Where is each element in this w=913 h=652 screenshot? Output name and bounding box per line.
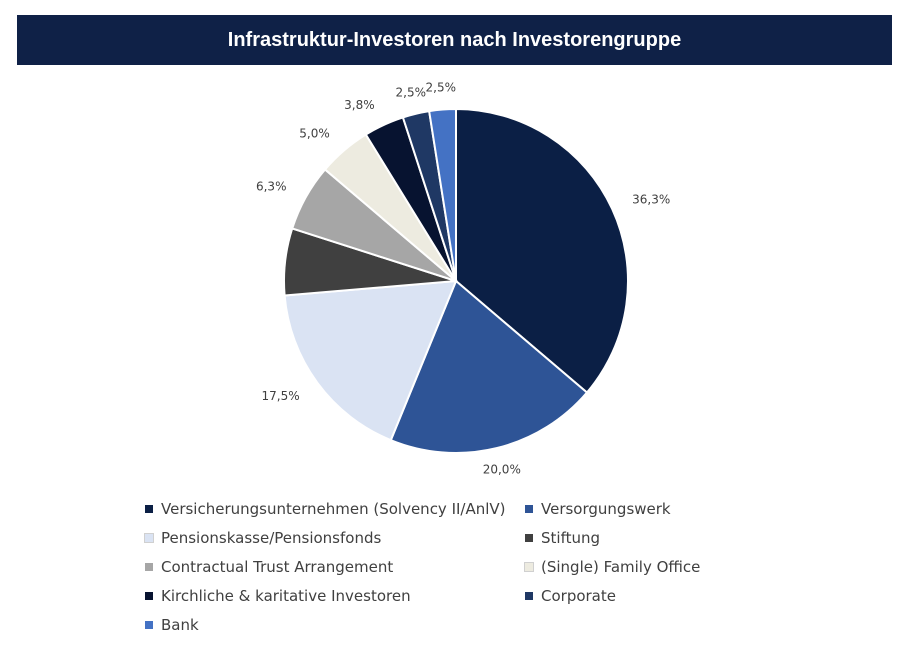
- legend-item-stiftung: Stiftung: [525, 525, 765, 551]
- data-label-contractual-trust-arrangement: 6,3%: [256, 180, 287, 194]
- legend-label: Kirchliche & karitative Investoren: [161, 587, 411, 605]
- pie-slice-bank: [428, 107, 457, 282]
- legend-item-contractual-trust-arrangement: Contractual Trust Arrangement: [145, 554, 525, 580]
- data-label-bank: 2,5%: [426, 81, 457, 95]
- legend-swatch: [525, 505, 533, 513]
- legend-label: Corporate: [541, 587, 616, 605]
- legend-item-kirchliche-karitative-investoren: Kirchliche & karitative Investoren: [145, 583, 525, 609]
- data-label-pensionskasse-pensionsfonds: 17,5%: [261, 389, 299, 403]
- legend-swatch: [525, 592, 533, 600]
- legend: Versicherungsunternehmen (Solvency II/An…: [144, 496, 765, 638]
- legend-item-single-family-office: (Single) Family Office: [524, 554, 765, 580]
- data-label-versicherungsunternehmen-solvency-ii-anlv: 36,3%: [632, 193, 670, 207]
- legend-swatch: [145, 563, 153, 571]
- chart-title-bar: Infrastruktur-Investoren nach Investoren…: [17, 15, 892, 65]
- pie-slice-versicherungsunternehmen-solvency-ii-anlv: [455, 107, 629, 394]
- chart-title: Infrastruktur-Investoren nach Investoren…: [227, 28, 682, 51]
- legend-item-versicherungsunternehmen-solvency-ii-anlv: Versicherungsunternehmen (Solvency II/An…: [145, 496, 525, 522]
- legend-label: Versorgungswerk: [541, 500, 671, 518]
- legend-swatch: [144, 533, 154, 543]
- legend-item-versorgungswerk: Versorgungswerk: [525, 496, 765, 522]
- pie-slices: [283, 107, 629, 454]
- legend-label: Bank: [161, 616, 199, 634]
- legend-swatch: [525, 534, 533, 542]
- pie-data-labels: 36,3% 20,0% 17,5% 6,3% 5,0% 3,8% 2,5% 2,5%: [256, 81, 670, 477]
- data-label-single-family-office: 5,0%: [299, 127, 330, 141]
- legend-swatch: [145, 592, 153, 600]
- legend-swatch: [145, 505, 153, 513]
- legend-swatch: [145, 621, 153, 629]
- legend-label: Contractual Trust Arrangement: [161, 558, 394, 576]
- legend-swatch: [524, 562, 534, 572]
- pie-chart: 36,3% 20,0% 17,5% 6,3% 5,0% 3,8% 2,5% 2,5%: [256, 81, 670, 477]
- legend-item-corporate: Corporate: [525, 583, 765, 609]
- pie-slice-versorgungswerk: [389, 279, 589, 454]
- legend-label: Pensionskasse/Pensionsfonds: [161, 529, 382, 547]
- legend-label: (Single) Family Office: [541, 558, 701, 576]
- legend-label: Versicherungsunternehmen (Solvency II/An…: [161, 500, 506, 518]
- legend-label: Stiftung: [541, 529, 601, 547]
- data-label-kirchliche-karitative-investoren: 3,8%: [344, 98, 375, 112]
- pie-slice-pensionskasse-pensionsfonds: [283, 279, 458, 442]
- legend-item-pensionskasse-pensionsfonds: Pensionskasse/Pensionsfonds: [144, 525, 525, 551]
- data-label-versorgungswerk: 20,0%: [483, 463, 521, 477]
- legend-item-bank: Bank: [145, 612, 525, 638]
- data-label-corporate: 2,5%: [396, 85, 427, 99]
